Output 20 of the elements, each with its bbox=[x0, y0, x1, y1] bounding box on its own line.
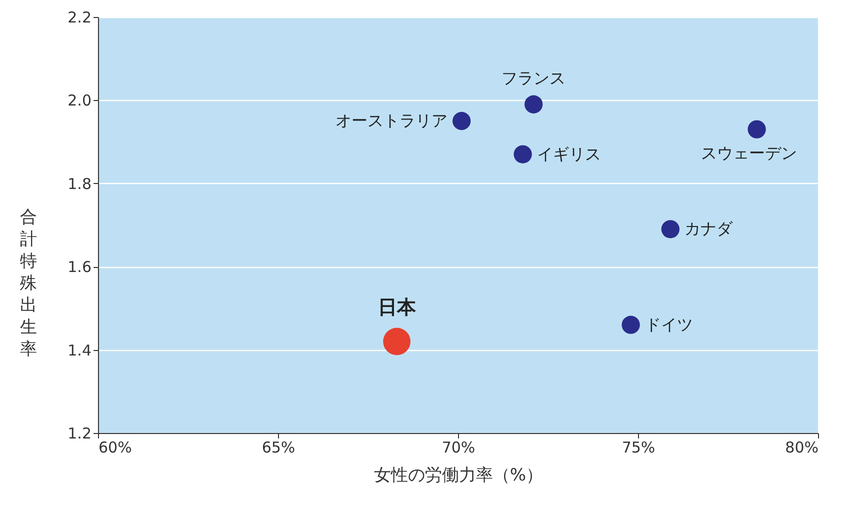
y-axis-title: 合計特殊出生率 bbox=[20, 208, 37, 360]
x-tick-label: 75% bbox=[622, 438, 656, 456]
x-tick-label: 65% bbox=[262, 438, 296, 456]
y-tick-label: 1.2 bbox=[68, 424, 92, 442]
y-tick-label: 1.6 bbox=[68, 258, 92, 276]
x-tick-label: 80% bbox=[785, 438, 818, 456]
x-tick-label: 70% bbox=[442, 438, 476, 456]
series-label: 日本 bbox=[378, 296, 417, 318]
y-tick-label: 1.4 bbox=[68, 341, 92, 360]
y-tick-label: 2.2 bbox=[68, 8, 92, 26]
series-label: ドイツ bbox=[644, 314, 693, 334]
series-label: イギリス bbox=[536, 144, 601, 164]
series-label: オーストラリア bbox=[336, 111, 448, 130]
x-axis-title: 女性の労働力率（%） bbox=[374, 466, 544, 486]
y-tick-label: 2.0 bbox=[68, 92, 92, 110]
y-tick-label: 1.8 bbox=[68, 174, 92, 193]
series-label: フランス bbox=[502, 68, 566, 88]
series-label: カナダ bbox=[684, 219, 734, 238]
series-label: スウェーデン bbox=[700, 143, 797, 162]
x-tick-label: 60% bbox=[98, 438, 132, 456]
